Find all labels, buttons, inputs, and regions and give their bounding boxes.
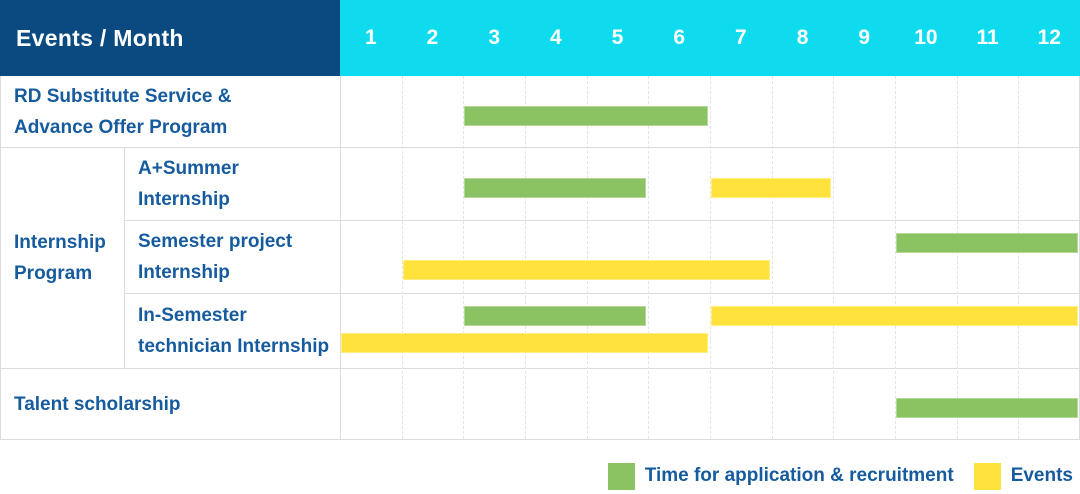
events-month-header-cell: Events / Month xyxy=(0,0,340,76)
gantt-bar xyxy=(341,333,708,353)
gantt-bar xyxy=(711,306,1078,326)
month-header-9: 9 xyxy=(858,26,871,49)
row-label-line: Talent scholarship xyxy=(14,393,181,415)
month-header-2: 2 xyxy=(426,26,439,49)
month-header-12: 12 xyxy=(1037,26,1061,49)
row-label-semester-project-internship: Semester project Internship xyxy=(124,220,340,293)
gantt-bar xyxy=(464,106,708,126)
grid-line xyxy=(525,76,526,439)
grid-line xyxy=(124,220,1080,221)
row-label-line: In-Semester xyxy=(138,304,247,326)
gantt-bar xyxy=(464,178,647,198)
grid-line xyxy=(124,293,1080,294)
grid-line xyxy=(0,76,1,440)
row-label-a-summer-internship: A+Summer Internship xyxy=(124,147,340,220)
legend: Time for application & recruitment Events xyxy=(607,458,1073,494)
grid-line xyxy=(0,439,1080,440)
gantt-bar xyxy=(464,306,647,326)
grid-line xyxy=(833,76,834,439)
grid-line xyxy=(402,76,403,439)
month-header-4: 4 xyxy=(550,26,562,49)
gantt-bar xyxy=(402,260,770,280)
row-label-line: technician Internship xyxy=(138,335,330,357)
row-label-line: A+Summer xyxy=(138,157,239,179)
grid-line xyxy=(0,368,1080,369)
month-header-8: 8 xyxy=(796,26,809,49)
row-label-rd-substitute-service: RD Substitute Service & Advance Offer Pr… xyxy=(0,76,340,147)
grid-line xyxy=(1018,76,1019,439)
month-header-3: 3 xyxy=(488,26,501,49)
row-label-line: Internship xyxy=(138,261,230,283)
grid-line xyxy=(895,76,896,439)
legend-item: Events xyxy=(973,462,1073,490)
month-header-1: 1 xyxy=(364,26,377,49)
row-label-talent-scholarship: Talent scholarship xyxy=(0,368,340,440)
gantt-bar xyxy=(896,233,1078,253)
row-label-line: RD Substitute Service & xyxy=(14,85,232,107)
month-header-7: 7 xyxy=(735,26,747,49)
month-header-row: 1 2 3 4 5 6 7 8 9 10 11 12 xyxy=(340,0,1080,76)
row-label-in-semester-technician-internship: In-Semester technician Internship xyxy=(124,293,340,368)
grid-line xyxy=(463,76,464,439)
table-header: Events / Month 1 2 3 4 5 6 7 8 9 10 11 12 xyxy=(0,0,1080,76)
group-label-line: Program xyxy=(14,262,93,284)
legend-swatch-icon xyxy=(607,462,635,490)
month-header-5: 5 xyxy=(611,26,624,49)
legend-item: Time for application & recruitment xyxy=(607,462,954,490)
legend-label: Time for application & recruitment xyxy=(644,465,954,486)
month-header-11: 11 xyxy=(976,26,999,49)
group-label-internship-program: Internship Program xyxy=(0,147,124,368)
grid-line xyxy=(340,76,341,440)
row-label-line: Internship xyxy=(138,188,230,210)
month-header-6: 6 xyxy=(673,26,686,49)
row-label-line: Semester project xyxy=(138,230,293,252)
grid-line xyxy=(124,147,125,368)
row-label-line: Advance Offer Program xyxy=(14,116,228,138)
grid-line xyxy=(648,76,649,439)
gantt-bar xyxy=(711,178,832,198)
grid-line xyxy=(772,76,773,439)
grid-line xyxy=(587,76,588,439)
legend-swatch-icon xyxy=(973,462,1001,490)
group-label-line: Internship xyxy=(14,231,106,253)
month-header-10: 10 xyxy=(914,26,938,49)
legend-label: Events xyxy=(1010,465,1073,486)
gantt-bar xyxy=(896,398,1078,418)
grid-line xyxy=(957,76,958,439)
grid-line xyxy=(0,147,1080,148)
grid-line xyxy=(710,76,711,439)
